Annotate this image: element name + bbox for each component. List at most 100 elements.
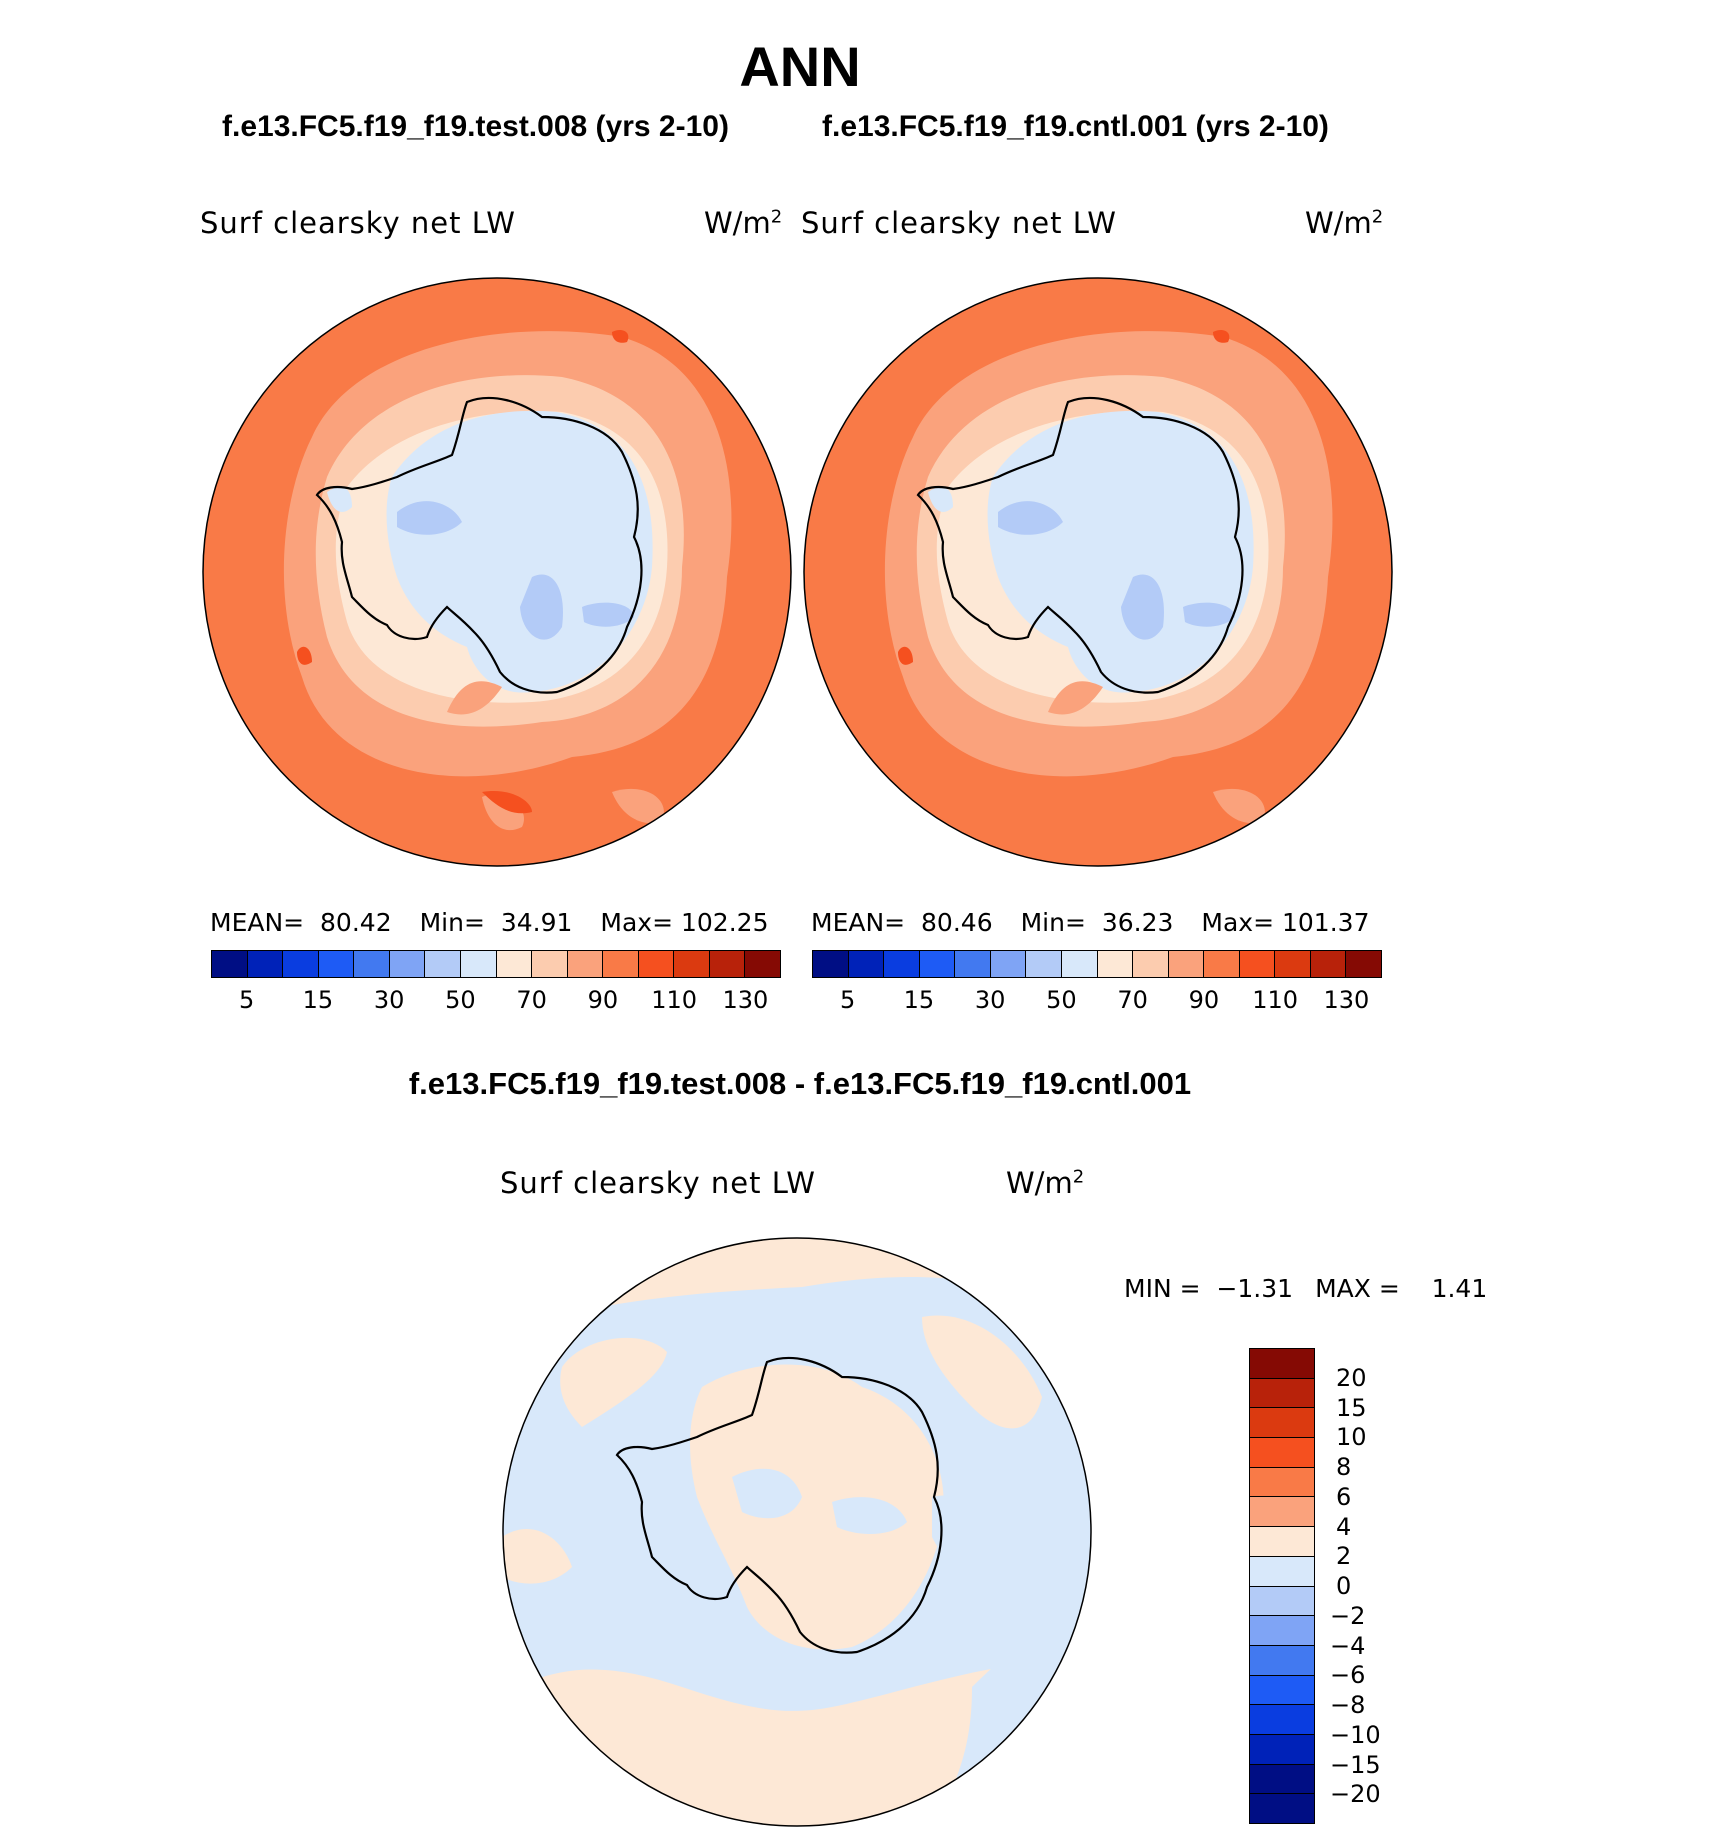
test-max-value: 102.25 [681, 908, 769, 937]
cntl-colorbar-box-9 [1133, 951, 1169, 977]
test-case-title: f.e13.FC5.f19_f19.test.008 (yrs 2-10) [222, 110, 729, 143]
test-min-value: 34.91 [500, 908, 573, 937]
cntl-colorbar-tick: 30 [974, 986, 1006, 1014]
diff-colorbar-tick: −15 [1330, 1750, 1381, 1779]
cntl-colorbar-box-13 [1275, 951, 1311, 977]
cntl-mean-value: 80.46 [921, 908, 993, 937]
test-max-label: Max= [600, 908, 674, 937]
diff-colorbar-box-3 [1250, 1438, 1314, 1468]
test-colorbar-tick: 110 [651, 986, 698, 1014]
cntl-colorbar-tick: 15 [903, 986, 935, 1014]
diff-colorbar-tick: −10 [1330, 1720, 1381, 1749]
diff-colorbar-box-13 [1250, 1734, 1314, 1765]
test-colorbar-box-9 [532, 951, 568, 977]
cntl-colorbar-box-8 [1097, 951, 1134, 977]
diff-variable-label: Surf clearsky net LW [500, 1166, 816, 1200]
cntl-max-label: Max= [1201, 908, 1275, 937]
cntl-min-label: Min= [1020, 908, 1086, 937]
test-colorbar-box-3 [318, 951, 355, 977]
diff-colorbar-box-1 [1250, 1378, 1314, 1409]
test-colorbar-box-2 [283, 951, 319, 977]
cntl-colorbar-tick: 70 [1117, 986, 1148, 1014]
cntl-colorbar-box-12 [1239, 951, 1276, 977]
test-colorbar-box-0 [212, 951, 248, 977]
test-colorbar-box-12 [638, 951, 675, 977]
diff-colorbar-box-7 [1250, 1556, 1314, 1587]
diff-colorbar-box-15 [1250, 1794, 1314, 1823]
diff-colorbar-box-14 [1250, 1764, 1314, 1795]
diff-colorbar-tick: −20 [1330, 1780, 1381, 1809]
diff-polar-map [502, 1237, 1092, 1827]
diff-colorbar-box-2 [1250, 1408, 1314, 1439]
cntl-colorbar-box-2 [884, 951, 920, 977]
cntl-colorbar-tick: 130 [1323, 986, 1370, 1014]
cntl-colorbar-box-10 [1168, 951, 1205, 977]
cntl-colorbar-tick: 5 [839, 986, 856, 1014]
diff-stats: MIN = −1.31 MAX = 1.41 [1124, 1274, 1487, 1303]
diff-colorbar-tick: 10 [1336, 1423, 1367, 1452]
cntl-min-value: 36.23 [1101, 908, 1174, 937]
diff-unit-label: W/m2 [1006, 1166, 1085, 1200]
diff-colorbar-box-5 [1250, 1497, 1314, 1528]
diff-colorbar-tick: 8 [1336, 1453, 1352, 1481]
cntl-colorbar-box-11 [1204, 951, 1240, 977]
diff-colorbar-tick: 6 [1336, 1482, 1352, 1511]
cntl-case-title: f.e13.FC5.f19_f19.cntl.001 (yrs 2-10) [822, 110, 1329, 143]
test-colorbar-tick: 90 [587, 986, 619, 1014]
diff-colorbar-box-9 [1250, 1616, 1314, 1646]
test-colorbar-box-14 [709, 951, 746, 977]
test-mean-value: 80.42 [320, 908, 392, 937]
test-colorbar-tick: 5 [238, 986, 255, 1014]
test-colorbar-tick: 50 [445, 986, 476, 1014]
diff-colorbar-tick: −6 [1330, 1661, 1366, 1690]
figure-title: ANN [739, 35, 861, 98]
cntl-colorbar-box-3 [919, 951, 956, 977]
test-colorbar-tick: 15 [302, 986, 334, 1014]
diff-colorbar-tick: −4 [1330, 1631, 1366, 1660]
test-mean-label: MEAN= [210, 908, 305, 937]
cntl-stats: MEAN= 80.46 Min= 36.23 Max= 101.37 [811, 908, 1369, 937]
cntl-mean-label: MEAN= [811, 908, 906, 937]
test-colorbar-box-13 [674, 951, 710, 977]
test-colorbar-tick: 70 [516, 986, 547, 1014]
diff-min-value: −1.31 [1216, 1274, 1294, 1303]
test-min-label: Min= [419, 908, 485, 937]
cntl-colorbar-box-7 [1061, 951, 1098, 977]
diff-colorbar-box-0 [1250, 1349, 1314, 1379]
test-variable-label: Surf clearsky net LW [200, 206, 516, 240]
cntl-colorbar-box-1 [848, 951, 885, 977]
diff-colorbar-tick: 20 [1336, 1363, 1367, 1392]
test-colorbar-box-7 [460, 951, 497, 977]
diff-max-value: 1.41 [1431, 1274, 1488, 1303]
cntl-colorbar-tick: 90 [1188, 986, 1220, 1014]
cntl-colorbar-box-6 [1026, 951, 1062, 977]
diff-min-label: MIN = [1124, 1274, 1201, 1303]
diff-colorbar-tick: 0 [1336, 1572, 1352, 1600]
test-colorbar-tick: 30 [373, 986, 405, 1014]
diff-colorbar-box-4 [1250, 1467, 1314, 1498]
cntl-polar-map [803, 277, 1393, 867]
test-colorbar-box-10 [567, 951, 604, 977]
diff-colorbar-box-10 [1250, 1645, 1314, 1676]
test-colorbar-box-6 [425, 951, 461, 977]
cntl-colorbar-box-0 [813, 951, 849, 977]
cntl-max-value: 101.37 [1282, 908, 1370, 937]
cntl-colorbar-tick: 50 [1046, 986, 1077, 1014]
cntl-unit-label: W/m2 [1305, 206, 1384, 240]
test-colorbar-box-1 [247, 951, 284, 977]
diff-colorbar-tick: 15 [1336, 1393, 1367, 1422]
diff-colorbar-tick: 4 [1336, 1512, 1352, 1541]
diff-max-label: MAX = [1315, 1274, 1400, 1303]
cntl-colorbar-box-14 [1310, 951, 1347, 977]
test-unit-label: W/m2 [704, 206, 783, 240]
cntl-colorbar-box-15 [1346, 951, 1381, 977]
diff-colorbar-box-12 [1250, 1705, 1314, 1735]
cntl-colorbar-box-5 [990, 951, 1027, 977]
diff-case-title: f.e13.FC5.f19_f19.test.008 - f.e13.FC5.f… [408, 1066, 1192, 1101]
test-colorbar-box-15 [745, 951, 780, 977]
test-polar-map [202, 277, 792, 867]
diff-colorbar [1249, 1348, 1315, 1824]
diff-colorbar-tick: −2 [1330, 1601, 1366, 1630]
cntl-colorbar-tick: 110 [1252, 986, 1299, 1014]
test-colorbar: 5 15 30 50 70 90 110 130 [211, 950, 781, 1016]
